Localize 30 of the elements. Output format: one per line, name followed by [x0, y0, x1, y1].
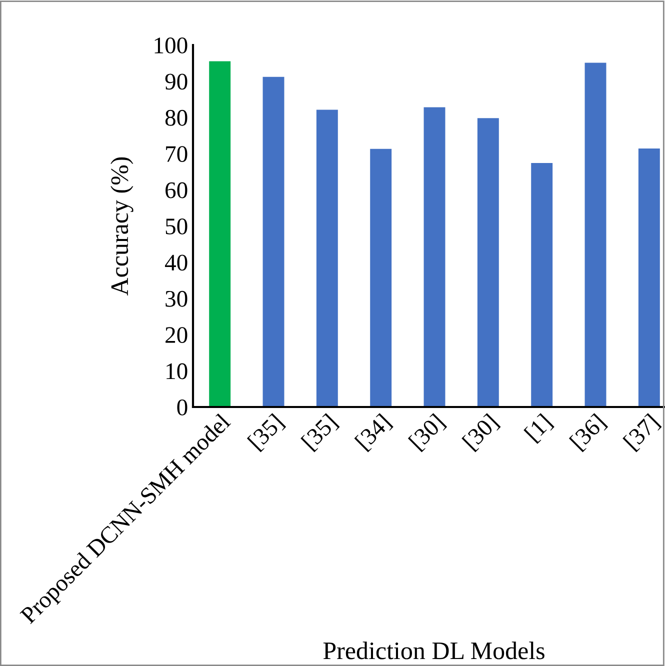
- bar: [477, 118, 499, 407]
- y-tick-label: 40: [164, 254, 188, 271]
- x-tick-label: [37]: [622, 413, 662, 452]
- y-tick-label: 50: [166, 218, 188, 234]
- y-tick-label: 20: [166, 327, 188, 344]
- x-tick-label: [30]: [462, 413, 501, 452]
- bar: [424, 107, 446, 407]
- x-tick-label: [35]: [246, 413, 286, 452]
- bar: [316, 110, 338, 407]
- y-tick-label: 70: [166, 146, 188, 162]
- y-tick-label: 30: [166, 290, 188, 307]
- y-axis-title: Accuracy (%): [110, 157, 134, 296]
- x-axis-title: Prediction DL Models: [323, 642, 544, 660]
- x-tick-label: [30]: [408, 413, 448, 452]
- y-tick-label: 60: [166, 182, 188, 198]
- y-tick-label: 80: [165, 110, 188, 126]
- x-tick-label: [36]: [568, 413, 608, 452]
- bar: [584, 62, 606, 407]
- y-tick-label: 10: [166, 363, 188, 380]
- x-tick-label: [34]: [354, 413, 394, 452]
- bar: [531, 163, 553, 407]
- y-tick-label: 90: [165, 74, 188, 90]
- x-tick-label: [35]: [300, 413, 340, 452]
- bar: [262, 76, 284, 407]
- y-tick-label: 0: [177, 399, 188, 416]
- bar: [638, 148, 660, 407]
- bar: [370, 148, 392, 407]
- bar: [209, 61, 231, 407]
- y-tick-label: 100: [154, 37, 188, 54]
- x-tick-label: [1]: [524, 413, 554, 444]
